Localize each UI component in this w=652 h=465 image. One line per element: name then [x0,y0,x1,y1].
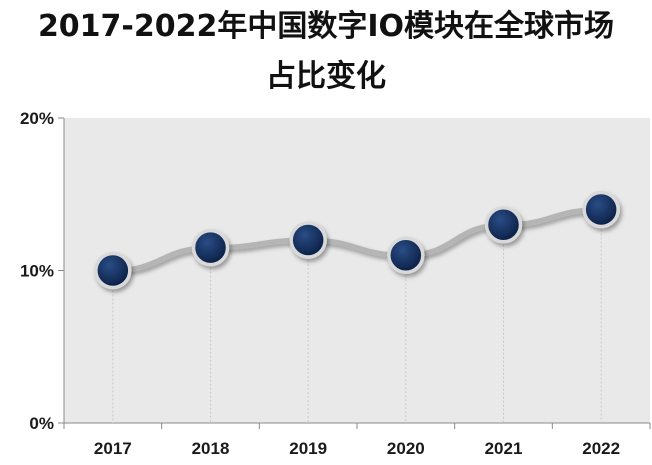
data-point [387,236,425,274]
x-tick-label: 2018 [192,439,230,458]
x-tick-label: 2021 [485,439,523,458]
y-axis: 0% 10% 20% [20,109,65,433]
x-axis: 2017 2018 2019 2020 2021 2022 [63,422,651,458]
data-point [94,251,132,290]
chart-title-line-2: 占比变化 [266,59,386,94]
y-tick-label: 20% [20,109,54,128]
data-point [582,190,620,229]
x-tick-label: 2017 [94,439,132,458]
data-point [289,221,327,259]
x-tick-label: 2020 [387,439,425,458]
chart-title-line-1: 2017-2022年中国数字IO模块在全球市场 [37,9,615,44]
data-markers [94,190,620,290]
chart-title: 2017-2022年中国数字IO模块在全球市场 占比变化 [0,2,652,102]
data-point [191,228,230,267]
plot-area [64,118,650,423]
x-tick-label: 2019 [289,439,327,458]
data-point [484,206,523,244]
y-tick-label: 0% [29,414,54,433]
drop-lines [112,209,602,423]
y-tick-label: 10% [20,262,54,281]
x-tick-label: 2022 [582,439,620,458]
